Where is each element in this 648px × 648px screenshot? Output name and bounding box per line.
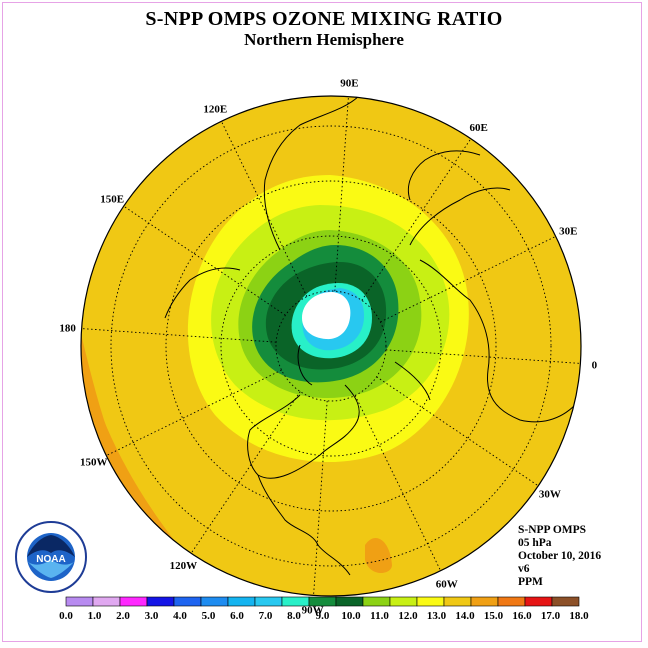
- logo-text: NOAA: [36, 554, 65, 565]
- coastlines: [164, 96, 576, 576]
- chart-subtitle: Northern Hemisphere: [244, 30, 404, 49]
- meridian-line: [190, 391, 301, 554]
- meridian-line: [123, 205, 286, 316]
- longitude-labels: 90E 60E 30E 0 30W 60W 90W 120W 150W 180 150E 120E: [59, 78, 597, 617]
- longitude-label: 150E: [100, 193, 124, 205]
- meridian-line: [354, 395, 441, 571]
- longitude-label: 0: [592, 359, 598, 371]
- meridians: [81, 96, 581, 596]
- meridian-line: [81, 328, 277, 343]
- meridian-line: [106, 369, 282, 456]
- info-instrument: S-NPP OMPS: [518, 524, 587, 536]
- longitude-label: 120W: [170, 560, 198, 572]
- chart-title: S-NPP OMPS OZONE MIXING RATIO: [145, 8, 503, 30]
- polar-minimum: [302, 292, 351, 340]
- info-date: October 10, 2016: [518, 550, 602, 562]
- longitude-label: 180: [59, 323, 76, 335]
- map-boundary: [80, 95, 582, 597]
- info-level: 05 hPa: [518, 537, 552, 549]
- longitude-label: 120E: [203, 104, 227, 116]
- longitude-label: 60E: [469, 122, 487, 134]
- longitude-label: 90E: [340, 78, 358, 90]
- info-units: PPM: [518, 576, 543, 588]
- info-version: v6: [518, 563, 530, 575]
- meridian-line: [385, 349, 581, 364]
- noaa-logo: NOAA: [15, 521, 87, 593]
- longitude-label: 90W: [302, 604, 324, 616]
- meridian-line: [334, 96, 349, 292]
- longitude-label: 30E: [559, 225, 577, 237]
- latitude-circles: [110, 125, 552, 567]
- meridian-line: [380, 236, 556, 323]
- meridian-line: [376, 376, 539, 487]
- meridian-line: [361, 138, 472, 301]
- ozone-field: [81, 96, 581, 596]
- longitude-label: 30W: [539, 489, 561, 501]
- meridian-line: [221, 121, 308, 297]
- figure-border: [2, 2, 642, 642]
- longitude-label: 60W: [436, 578, 458, 590]
- longitude-label: 150W: [80, 457, 108, 469]
- info-block: S-NPP OMPS 05 hPa October 10, 2016 v6 PP…: [518, 524, 601, 589]
- meridian-line: [313, 400, 328, 596]
